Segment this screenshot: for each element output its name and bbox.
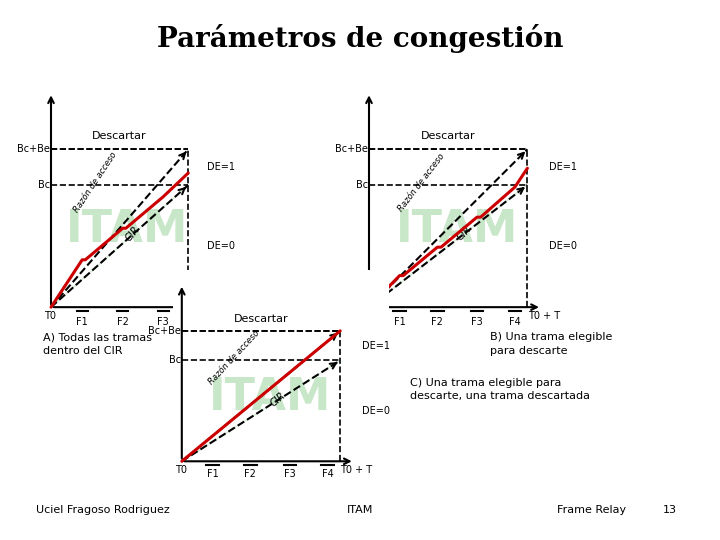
Text: F2: F2 [117,316,129,327]
Text: Bc: Bc [168,355,181,366]
Text: F3: F3 [471,316,483,327]
Text: Bc+Be: Bc+Be [148,326,181,336]
Text: DE=1: DE=1 [549,162,577,172]
Text: dentro del CIR: dentro del CIR [43,346,122,356]
Text: Bc+Be: Bc+Be [17,144,50,154]
Text: para descarte: para descarte [490,346,567,356]
Text: DE=0: DE=0 [549,241,577,251]
Text: B) Una trama elegible: B) Una trama elegible [490,332,612,342]
Text: T0: T0 [44,312,56,321]
Text: Razón de acceso: Razón de acceso [396,151,446,213]
Text: F2: F2 [244,469,256,479]
Text: T0 + T: T0 + T [186,312,218,321]
Text: Bc: Bc [356,180,368,190]
Text: descarte, una trama descartada: descarte, una trama descartada [410,392,590,402]
Text: F4: F4 [509,316,521,327]
Text: Razón de acceso: Razón de acceso [73,151,119,214]
Text: Bc+Be: Bc+Be [336,144,368,154]
Text: C) Una trama elegible para: C) Una trama elegible para [410,378,562,388]
Text: F1: F1 [76,316,88,327]
Text: ITAM: ITAM [396,208,518,251]
Text: F1: F1 [207,469,218,479]
Polygon shape [369,185,527,307]
Polygon shape [51,185,189,307]
Text: ITAM: ITAM [66,208,189,251]
Text: T0 + T: T0 + T [341,465,372,475]
Text: Descartar: Descartar [92,131,147,141]
Text: ITAM: ITAM [347,505,373,515]
Text: DE=0: DE=0 [207,241,235,251]
Text: Parámetros de congestión: Parámetros de congestión [157,24,563,53]
Text: F1: F1 [394,316,405,327]
Text: Descartar: Descartar [234,314,288,324]
Text: CIR: CIR [124,224,142,244]
Text: F2: F2 [431,316,444,327]
Text: ITAM: ITAM [209,376,331,418]
Text: Frame Relay: Frame Relay [557,505,626,515]
Text: F4: F4 [322,469,333,479]
Text: F3: F3 [284,469,296,479]
Text: DE=0: DE=0 [362,406,390,416]
Polygon shape [181,360,341,461]
Text: A) Todas las tramas: A) Todas las tramas [43,332,152,342]
Text: CIR: CIR [455,224,474,243]
Text: T0: T0 [175,465,187,475]
Text: 13: 13 [663,505,677,515]
Text: F3: F3 [158,316,169,327]
Text: T0 + T: T0 + T [528,312,559,321]
Text: Descartar: Descartar [421,131,475,141]
Text: DE=1: DE=1 [362,341,390,350]
Text: Bc: Bc [38,180,50,190]
Text: DE=1: DE=1 [207,162,235,172]
Text: Uciel Fragoso Rodriguez: Uciel Fragoso Rodriguez [36,505,170,515]
Text: Razón de acceso: Razón de acceso [207,328,261,386]
Text: CIR: CIR [268,390,287,409]
Text: T0: T0 [362,312,374,321]
